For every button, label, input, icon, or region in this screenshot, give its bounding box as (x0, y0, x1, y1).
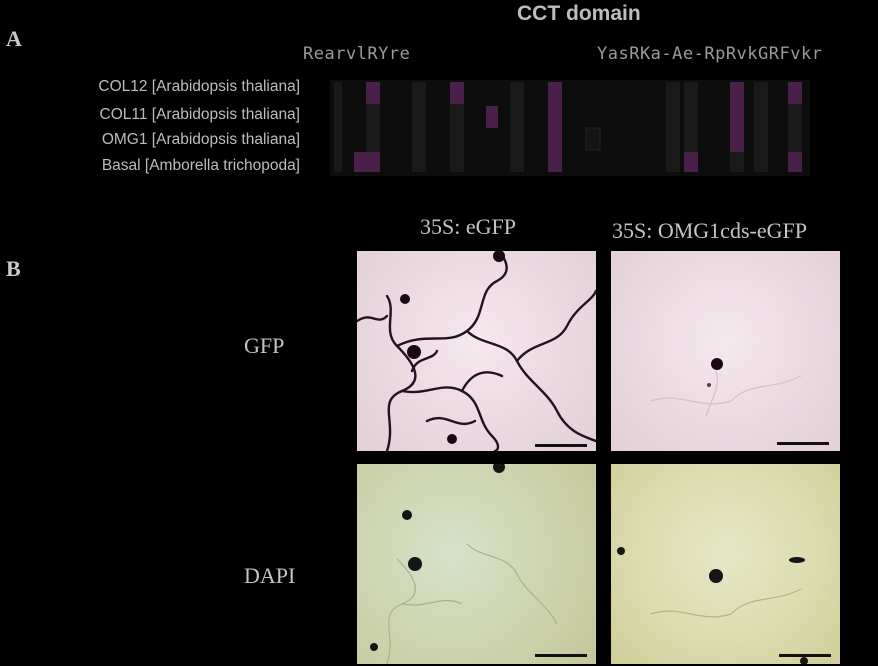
scale-bar (535, 444, 587, 447)
column-header-egfp: 35S: eGFP (420, 214, 516, 239)
dapi-nuclei-graphic (617, 547, 808, 664)
scale-bar (777, 442, 829, 445)
micrograph-gfp-omg1 (611, 251, 840, 451)
consensus-left: RearvlRYre (303, 44, 411, 64)
scale-bar (779, 654, 831, 657)
panel-a-letter: A (6, 26, 22, 51)
scale-bar (535, 654, 587, 657)
row-label-dapi: DAPI (244, 563, 296, 588)
cell-outline-graphic (357, 251, 596, 451)
panel-b-letter: B (6, 256, 21, 281)
micrograph-dapi-egfp (357, 464, 596, 664)
row-label-gfp: GFP (244, 333, 285, 358)
dapi-nuclei-graphic (370, 464, 558, 664)
sequence-label-col11: COL11 [Arabidopsis thaliana] (99, 106, 300, 123)
column-header-omg1cds-egfp: 35S: OMG1cds-eGFP (612, 218, 807, 243)
sequence-label-basal: Basal [Amborella trichopoda] (101, 157, 300, 174)
micrograph-dapi-omg1 (611, 464, 840, 664)
micrograph-gfp-egfp (357, 251, 596, 451)
sequence-alignment-graphic (330, 80, 810, 176)
nucleus-graphic (650, 358, 802, 417)
sequence-label-omg1: OMG1 [Arabidopsis thaliana] (101, 131, 300, 148)
cct-domain-title: CCT domain (517, 2, 641, 25)
sequence-label-col12: COL12 [Arabidopsis thaliana] (98, 78, 300, 95)
consensus-right: YasRKa-Ae-RpRvkGRFvkr (597, 44, 823, 64)
